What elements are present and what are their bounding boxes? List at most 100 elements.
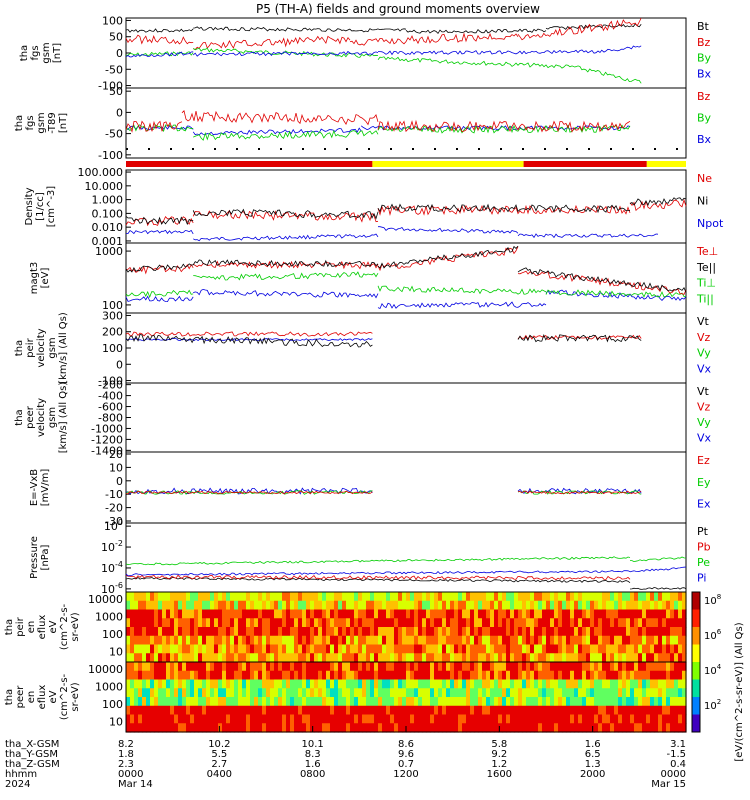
y-axis-label: fgs (25, 115, 36, 130)
y-tick-label: -20 (105, 502, 123, 515)
y-tick-label: -400 (98, 390, 123, 403)
y-axis-label: velocity (36, 398, 47, 437)
y-tick-label: -100 (98, 149, 123, 162)
y-axis-label: gsm (41, 42, 52, 63)
y-axis-label: [km/s] (All Qs) (58, 382, 69, 454)
x-row-value: 0400 (207, 769, 232, 780)
panel-peer-velocity: -200-400-600-800-1000-1200-1400 tha peer ve… (14, 379, 712, 458)
x-row-value: -1.5 (666, 749, 686, 760)
x-row-value: 2.7 (211, 759, 227, 770)
y-tick-label: 200 (102, 326, 123, 339)
plot-title: P5 (TH-A) fields and ground moments over… (256, 2, 540, 16)
y-tick-label: 10-4 (101, 560, 123, 575)
x-row-value: 9.6 (398, 749, 414, 760)
y-axis-label: sr-eV) (70, 682, 81, 711)
x-row-value: 2000 (580, 769, 605, 780)
series-blue (125, 288, 687, 310)
y-axis-label: [km/s] (All Qs) (58, 312, 69, 384)
y-tick-label: -1200 (91, 433, 123, 446)
x-row-value: 6.5 (585, 749, 601, 760)
series-red (125, 574, 631, 581)
legend-Ez: Ez (697, 454, 710, 467)
series-red (125, 246, 687, 295)
y-tick-label: -1400 (91, 444, 123, 457)
y-tick-label: 10 (109, 461, 123, 474)
series-black (125, 245, 687, 293)
panel-peir-en-eflux: 10000 1000 100 10 tha peir en eflux eV (cm^2-s-sr… (4, 591, 687, 663)
y-axis-label: eV (48, 690, 59, 703)
x-row-value: 5.5 (211, 749, 227, 760)
y-tick-label: 10000 (88, 593, 123, 606)
x-row-label: 2024 (5, 779, 30, 790)
panel-frame (125, 312, 687, 384)
series-blue (125, 226, 659, 242)
y-tick-label: 100 (104, 518, 123, 533)
y-axis-label: tha (4, 689, 15, 705)
colorbar: 108 106 104 102 [eV/(cm^2-s-sr-eV)] (All Qs) (691, 591, 745, 762)
y-tick-label: -800 (98, 412, 123, 425)
x-row-value: 5.8 (491, 739, 507, 750)
y-tick-label: 10.000 (85, 180, 124, 193)
y-axis-label: (cm^2-s- (59, 603, 70, 650)
panel-frame (125, 17, 687, 89)
y-tick-label: 0.010 (92, 221, 124, 234)
y-axis-label: peir (15, 616, 26, 636)
legend-Vz: Vz (697, 331, 711, 344)
colorbar-tick: 104 (704, 663, 722, 677)
y-axis-label: tha (14, 409, 25, 425)
series-red (125, 198, 687, 227)
y-axis-label: en (26, 691, 37, 704)
legend-Ti||: Ti|| (696, 292, 714, 305)
x-row-value: 1.6 (305, 759, 321, 770)
series-black (125, 23, 642, 35)
legend-Pe: Pe (697, 556, 710, 569)
panel-frame (125, 451, 687, 524)
legend-Bx: Bx (697, 133, 712, 146)
x-row-label: tha_Y-GSM (5, 749, 58, 760)
y-axis-label: tha (14, 115, 25, 131)
x-row-label: tha_Z-GSM (5, 759, 60, 770)
y-tick-label: 300 (102, 309, 123, 322)
y-tick-label: -200 (98, 379, 123, 392)
legend-Vy: Vy (697, 416, 711, 429)
legend-Ey: Ey (697, 476, 711, 489)
y-axis-label: [1/cc] (35, 192, 46, 221)
y-axis-label: magt3 (29, 262, 40, 295)
series-black (125, 197, 687, 226)
legend-Bt: Bt (697, 20, 710, 33)
legend-Vx: Vx (697, 362, 712, 375)
series-red (125, 490, 642, 495)
legend-Vt: Vt (697, 385, 710, 398)
y-axis-label: gsm (47, 337, 58, 358)
y-axis-label: peir (25, 337, 36, 357)
x-row-value: 0.4 (670, 759, 686, 770)
y-tick-label: 100 (102, 342, 123, 355)
y-tick-label: 100.000 (78, 166, 124, 179)
y-axis-label: Density (24, 187, 35, 225)
legend-Pt: Pt (697, 525, 709, 538)
y-tick-label: -100 (98, 375, 123, 388)
x-row-label: hhmm (5, 769, 37, 780)
legend-Ex: Ex (697, 498, 711, 511)
y-axis-label: [nT] (52, 43, 63, 63)
y-tick-label: 50 (109, 31, 123, 44)
y-axis-label: gsm (47, 407, 58, 428)
series-red (125, 331, 642, 340)
y-tick-label: 1000 (95, 245, 123, 258)
x-axis-labels: tha_X-GSM 8.2 10.2 10.1 8.6 5.8 1.6 3.1 tha_Y-GS… (5, 726, 687, 790)
y-tick-label: 0 (116, 106, 123, 119)
x-row-value: 3.1 (670, 739, 686, 750)
y-axis-label: tha (19, 45, 30, 61)
y-axis-label: velocity (36, 328, 47, 367)
legend-Ne: Ne (697, 172, 712, 185)
y-tick-label: 100 (102, 14, 123, 27)
x-row-value: 10.2 (208, 739, 230, 750)
series-black (125, 576, 687, 590)
y-axis-label: [eV] (40, 268, 51, 289)
y-tick-label: 1.000 (92, 194, 124, 207)
legend-Bz: Bz (697, 90, 711, 103)
series-green (125, 271, 687, 299)
x-row-value: 0000 (661, 769, 686, 780)
